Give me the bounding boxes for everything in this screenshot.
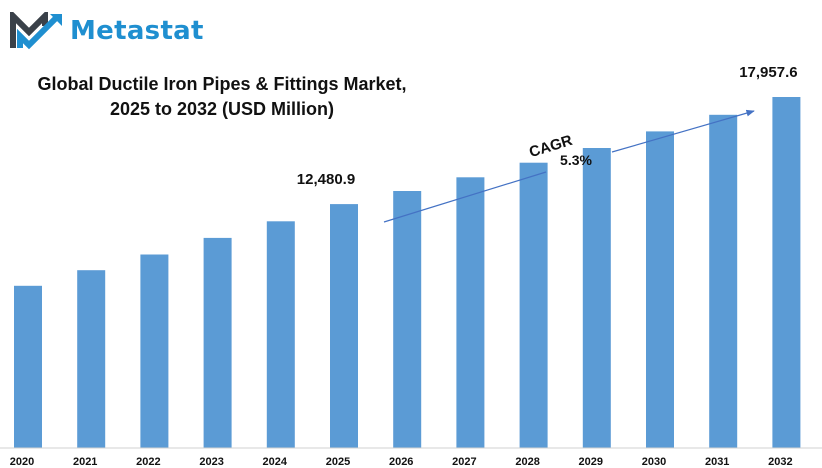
x-tick-label-2023: 2023 [199, 456, 223, 468]
bar-2031 [709, 114, 738, 449]
metastat-logo-icon [10, 12, 62, 50]
data-label-2025: 12,480.9 [297, 171, 355, 188]
bar-2025 [330, 204, 358, 448]
bar-2032 [772, 97, 801, 448]
x-tick-label-2030: 2030 [642, 456, 666, 468]
cagr-arrow-left [383, 171, 547, 223]
data-label-2032: 17,957.6 [739, 64, 797, 81]
x-tick-label-2027: 2027 [452, 456, 476, 468]
bar-2029 [582, 148, 611, 448]
bar-2022 [140, 254, 169, 448]
x-tick-label-2025: 2025 [326, 456, 350, 468]
bar-2020 [14, 285, 42, 448]
bar-2026 [393, 191, 422, 448]
cagr-value: 5.3% [560, 152, 592, 168]
bar-2021 [77, 270, 106, 448]
x-tick-label-2022: 2022 [136, 456, 160, 468]
x-tick-label-2031: 2031 [705, 456, 729, 468]
x-tick-label-2020: 2020 [10, 456, 34, 468]
x-tick-label-2024: 2024 [263, 456, 288, 468]
bar-2028 [519, 162, 548, 448]
bar-2023 [203, 237, 232, 448]
x-tick-label-2029: 2029 [579, 456, 603, 468]
bar-2027 [456, 177, 485, 449]
x-tick-label-2021: 2021 [73, 456, 97, 468]
brand-logo: Metastat [10, 12, 204, 50]
logo-text: Metastat [70, 16, 204, 46]
chart-title-line-2: 2025 to 2032 (USD Million) [109, 99, 335, 119]
x-tick-label-2026: 2026 [389, 456, 413, 468]
chart-title-line-1: Global Ductile Iron Pipes & Fittings Mar… [37, 74, 407, 94]
bar-2030 [646, 131, 674, 448]
bar-2024 [266, 221, 295, 448]
x-tick-label-2032: 2032 [768, 456, 792, 468]
cagr-arrow-right [611, 109, 755, 153]
x-tick-label-2028: 2028 [515, 456, 539, 468]
chart-title: Global Ductile Iron Pipes & Fittings Mar… [12, 72, 432, 122]
